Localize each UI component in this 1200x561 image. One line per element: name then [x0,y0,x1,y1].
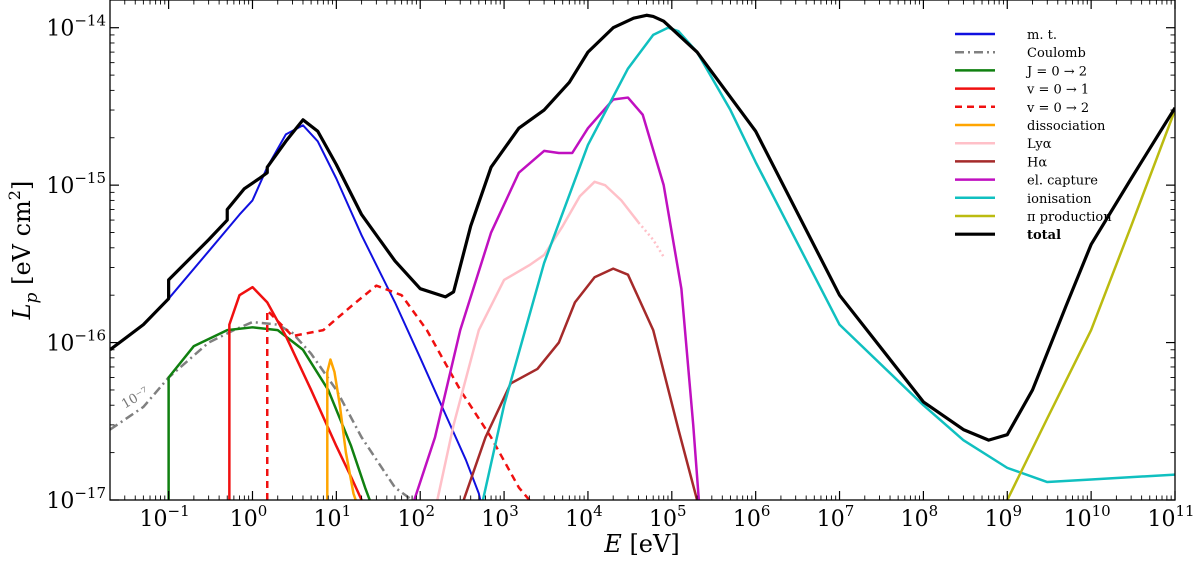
legend-label-h: Hα [1027,155,1047,170]
annotation-scale-factor: 10⁻⁷ [119,385,151,412]
x-tick-label: 108 [901,502,939,532]
y-axis-label: Lp [eV cm2] [5,181,42,321]
x-tick-label: 104 [565,502,603,532]
series-layer [110,13,1175,500]
series-j-0-2 [167,326,371,500]
series-h [462,267,699,500]
x-tick-label: 102 [397,502,435,532]
y-tick-label: 10−16 [46,327,106,357]
annotation-layer: 10⁻⁷ [119,385,151,412]
legend: m. t. Coulomb J = 0 → 2 v = 0 → 1 v = 0 → 2 d… [955,28,1112,243]
series-production [1006,109,1175,500]
series-coulomb [110,320,413,500]
x-tick-label: 106 [733,502,771,532]
y-tick-label: 10−15 [46,169,106,199]
legend-label-ionisation: ionisation [1027,192,1092,207]
x-tick-label: 109 [984,502,1022,532]
legend-label-j-0-2: J = 0 → 2 [1025,64,1087,79]
legend-label-production: π production [1027,210,1112,225]
x-tick-label: 1011 [1147,502,1194,532]
plot-frame [109,0,1176,501]
x-tick-label: 105 [649,502,687,532]
legend-label-dissociation: dissociation [1027,119,1106,134]
ticks-layer: 10−1 100 101 102 103 104 105 106 107 108 109 1010 10… [46,0,1195,532]
y-tick-label: 10−14 [46,12,106,42]
legend-label-v-0-1: v = 0 → 1 [1026,83,1089,98]
series-ly [436,180,640,500]
series-el-capture [413,96,701,500]
legend-label-total: total [1027,228,1061,243]
x-axis-label: E [eV] [603,530,679,558]
legend-label-ly: Lyα [1027,137,1052,152]
series-v-0-1 [228,285,363,500]
legend-label-v-0-2: v = 0 → 2 [1026,101,1089,116]
y-tick-label: 10−17 [46,484,106,514]
x-tick-label: 103 [481,502,519,532]
x-tick-label: 107 [817,502,855,532]
series-ionisation [481,26,1175,500]
legend-label-m-t: m. t. [1027,28,1057,43]
x-tick-label: 101 [314,502,352,532]
x-tick-label: 1010 [1064,502,1111,532]
series-total [110,13,1175,442]
series-dissociation [326,358,357,500]
legend-label-el-capture: el. capture [1027,174,1098,189]
legend-label-coulomb: Coulomb [1027,46,1086,61]
series-ly-dotted [637,221,665,258]
series-m-t [167,124,482,500]
x-tick-label: 10−1 [140,502,190,532]
x-tick-label: 100 [230,502,268,532]
